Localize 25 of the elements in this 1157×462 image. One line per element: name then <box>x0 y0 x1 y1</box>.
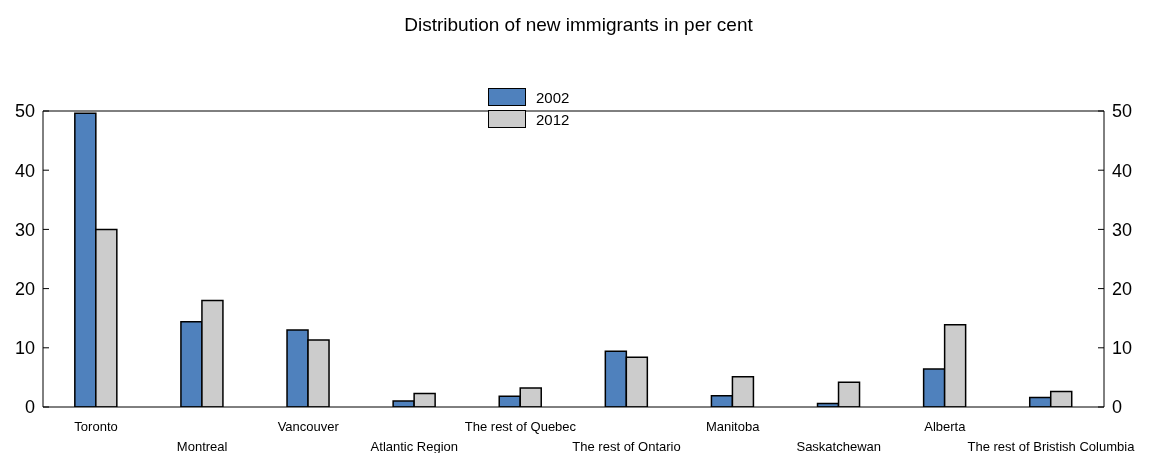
x-tick-label: Saskatchewan <box>796 439 882 454</box>
y2-tick-label: 30 <box>1112 219 1133 240</box>
x-tick-label: Toronto <box>74 419 118 434</box>
y-tick-label: 30 <box>14 219 35 240</box>
x-tick-label: The rest of Ontario <box>572 439 681 454</box>
y2-tick-label: 20 <box>1112 278 1133 299</box>
y2-tick-label: 50 <box>1112 101 1133 122</box>
x-tick-label: Montreal <box>176 439 228 454</box>
y2-tick-label: 40 <box>1112 160 1133 181</box>
y-tick-label: 10 <box>14 338 35 359</box>
legend-label: 2002 <box>536 88 570 106</box>
x-tick-label: Atlantic Region <box>370 439 459 454</box>
y-tick-label: 0 <box>24 397 35 418</box>
y-tick-label: 50 <box>14 101 35 122</box>
legend-label: 2012 <box>536 110 570 128</box>
x-tick-label: Alberta <box>924 419 967 434</box>
y2-tick-label: 10 <box>1112 338 1133 359</box>
x-tick-label: Vancouver <box>277 419 340 434</box>
chart-title: Distribution of new immigrants in per cent <box>403 13 754 37</box>
x-tick-label: The rest of Quebec <box>464 419 577 434</box>
y-tick-label: 20 <box>14 278 35 299</box>
x-tick-label: The rest of Bristish Columbia <box>967 439 1136 454</box>
y-tick-label: 40 <box>14 160 35 181</box>
x-tick-label: Manitoba <box>705 419 761 434</box>
y2-tick-label: 0 <box>1112 397 1123 418</box>
